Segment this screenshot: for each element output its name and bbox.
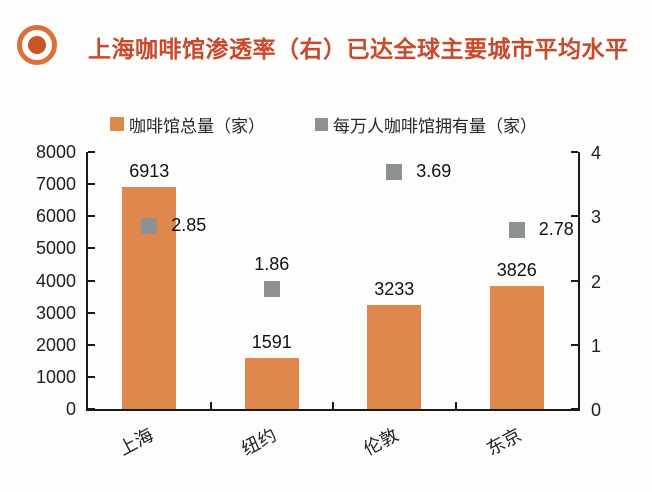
y-axis-tick-right <box>571 408 578 410</box>
y-axis-tick-left <box>88 247 95 250</box>
bar <box>367 305 422 409</box>
y-axis-tick-right <box>571 151 578 153</box>
marker-square <box>508 222 525 239</box>
bar <box>489 286 544 409</box>
legend-item-marker-series: 每万人咖啡馆拥有量（家） <box>315 112 537 136</box>
y-axis-tick-label-right: 4 <box>591 143 602 163</box>
bar <box>244 357 299 409</box>
x-axis-tick <box>454 402 457 409</box>
bullseye-icon-dot <box>28 36 46 54</box>
legend-swatch-gray-icon <box>315 117 328 131</box>
marker-square <box>141 217 158 234</box>
y-axis-tick-label-right: 3 <box>591 207 602 228</box>
x-axis-tick <box>209 402 212 409</box>
bar-value-label: 6913 <box>129 160 170 181</box>
y-axis-tick-label-right: 0 <box>591 400 602 420</box>
y-axis-tick-left <box>88 408 95 410</box>
y-axis-line-left <box>86 152 88 411</box>
bar-value-label: 3233 <box>374 279 415 300</box>
legend-item-bar-series: 咖啡馆总量（家） <box>110 112 265 136</box>
y-axis-tick-left <box>88 183 95 186</box>
marker-value-label: 3.69 <box>416 160 452 181</box>
y-axis-tick-right <box>571 215 578 218</box>
y-axis-tick-left <box>88 343 95 346</box>
chart-title: 上海咖啡馆渗透率（右）已达全球主要城市平均水平 <box>88 37 629 62</box>
x-axis-category-label: 东京 <box>483 424 525 460</box>
marker-value-label: 2.78 <box>538 219 574 240</box>
y-axis-tick-left <box>88 311 95 314</box>
y-axis-tick-label-left: 7000 <box>35 174 76 195</box>
y-axis-tick-right <box>571 279 578 282</box>
x-axis-line <box>86 409 580 411</box>
marker-value-label: 2.85 <box>171 214 207 235</box>
y-axis-tick-label-left: 0 <box>65 399 76 419</box>
y-axis-tick-label-left: 8000 <box>35 142 76 162</box>
bar-value-label: 1591 <box>251 331 292 352</box>
marker-value-label: 1.86 <box>254 254 290 275</box>
x-axis-tick <box>332 402 334 409</box>
marker-square <box>263 281 280 298</box>
y-axis-tick-label-left: 3000 <box>35 302 76 323</box>
y-axis-line-right <box>578 152 580 411</box>
y-axis-tick-label-left: 1000 <box>35 366 76 387</box>
x-axis-category-label: 伦敦 <box>360 424 402 460</box>
x-axis-category-label: 上海 <box>115 424 157 460</box>
legend-label-bar-series: 咖啡馆总量（家） <box>129 116 265 136</box>
y-axis-tick-label-right: 1 <box>591 335 602 356</box>
legend-label-marker-series: 每万人咖啡馆拥有量（家） <box>333 116 537 136</box>
y-axis-tick-label-left: 6000 <box>35 206 76 227</box>
x-axis-category-label: 纽约 <box>238 424 280 460</box>
y-axis-tick-label-left: 4000 <box>35 270 76 291</box>
y-axis-tick-label-left: 5000 <box>35 238 76 259</box>
y-axis-tick-right <box>571 343 578 346</box>
y-axis-tick-left <box>88 279 95 282</box>
y-axis-tick-left <box>88 151 95 153</box>
y-axis-tick-left <box>88 215 95 218</box>
bullseye-icon <box>17 25 57 65</box>
bar-value-label: 3826 <box>496 260 537 281</box>
y-axis-tick-label-left: 2000 <box>35 334 76 355</box>
marker-square <box>386 163 403 180</box>
y-axis-tick-left <box>88 375 95 378</box>
y-axis-tick-label-right: 2 <box>591 271 602 292</box>
legend-swatch-orange-icon <box>110 117 124 131</box>
